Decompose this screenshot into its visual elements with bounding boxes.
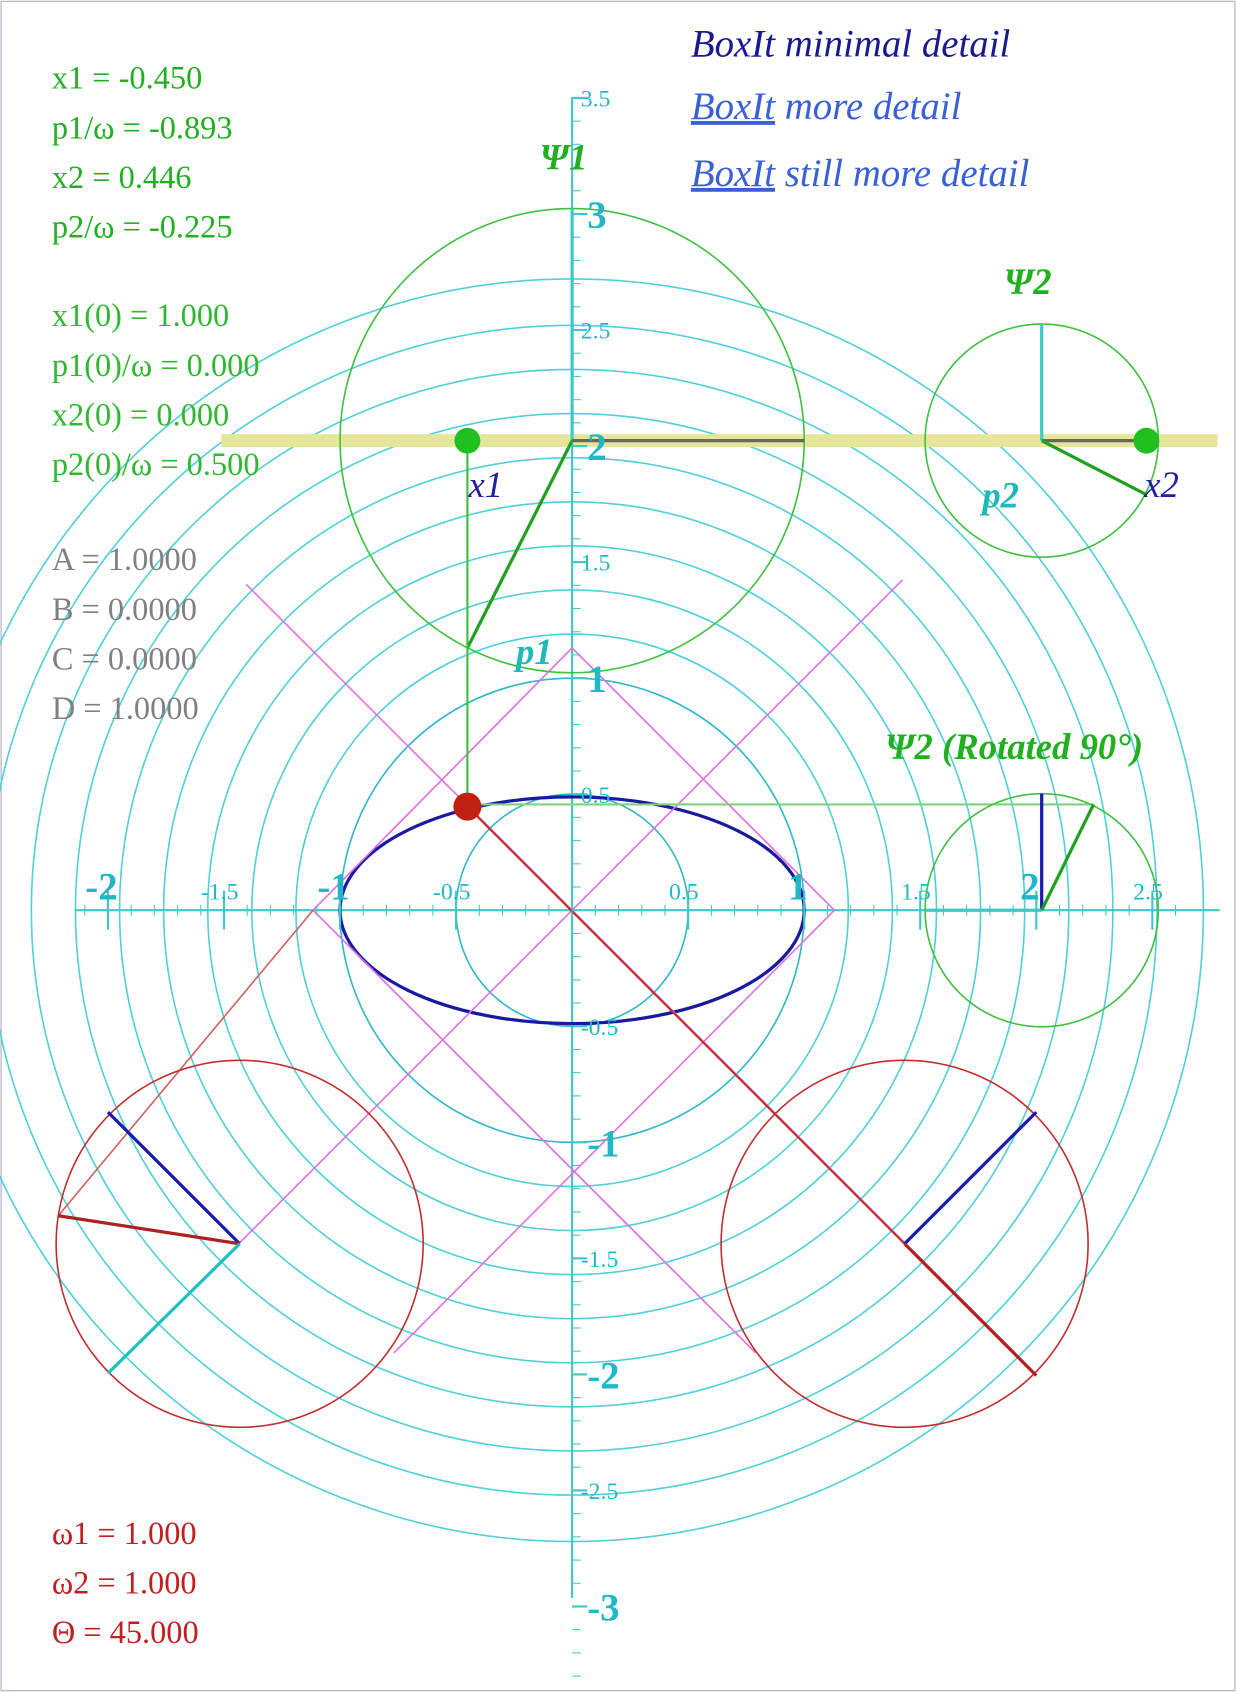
label: Ψ2 [1004, 261, 1052, 302]
vector [106, 1110, 241, 1245]
y-tick-label: 0.5 [581, 783, 611, 809]
vector [465, 439, 574, 649]
y-tick-label: 3.5 [581, 87, 611, 113]
readout: A = 1.0000 [52, 542, 197, 578]
readout: p2/ω = -0.225 [52, 210, 233, 246]
readout: x2(0) = 0.000 [52, 398, 229, 434]
label: p2 [979, 475, 1019, 516]
red-line [57, 909, 314, 1217]
label: Ψ2 (Rotated 90°) [885, 726, 1143, 767]
vector [58, 1214, 240, 1246]
dot [1133, 427, 1160, 454]
y-tick-label: -0.5 [581, 1015, 619, 1041]
ticks: -2 -1.5 -1 -0.5 0.5 1 1.5 2 2.5 3.5 3 2.5 2 1.5 1 0.5 -0… [84, 87, 1177, 1677]
y-tick-label: 3 [587, 194, 606, 237]
readout: x1 = -0.450 [52, 61, 202, 97]
dot [454, 427, 481, 454]
link[interactable]: BoxIt [691, 85, 776, 128]
link-text: still more detail [775, 152, 1029, 195]
x-tick-label: 0.5 [669, 879, 699, 905]
x-tick-label: -1.5 [201, 879, 239, 905]
readout: x2 = 0.446 [52, 160, 192, 196]
dot [453, 792, 482, 821]
y-tick-label: -1.5 [581, 1247, 619, 1273]
y-tick-label: 1 [587, 658, 606, 701]
readout: C = 0.0000 [52, 642, 197, 678]
x-tick-label: -1 [317, 865, 349, 908]
y-tick-label: -2.5 [581, 1479, 619, 1505]
x-tick-label: -2 [85, 865, 117, 908]
vector [1040, 439, 1148, 497]
link[interactable]: BoxIt [691, 152, 776, 195]
y-tick-label: 2 [587, 426, 606, 469]
label: x2 [1143, 464, 1179, 505]
readout: p1(0)/ω = 0.000 [52, 348, 260, 384]
x-tick-label: 1.5 [901, 879, 931, 905]
y-tick-label: 2.5 [581, 319, 611, 345]
readout: Θ = 45.000 [52, 1615, 199, 1651]
link-line: BoxIt still more detail [691, 152, 1030, 195]
readout: B = 0.0000 [52, 592, 197, 628]
label: Ψ1 [540, 137, 588, 178]
readout: p2(0)/ω = 0.500 [52, 447, 260, 483]
y-tick-label: -1 [587, 1122, 619, 1165]
y-tick-label: -3 [587, 1587, 619, 1630]
red-circle [720, 1059, 1089, 1429]
link-text: BoxIt minimal detail [691, 22, 1010, 65]
readout: p1/ω = -0.893 [52, 110, 233, 146]
x-tick-label: 2 [1020, 865, 1039, 908]
label: x1 [467, 464, 503, 505]
vector [1040, 803, 1095, 911]
label: p1 [513, 631, 553, 672]
x-tick-label: 2.5 [1133, 879, 1163, 905]
readout: D = 1.0000 [52, 691, 199, 727]
diagonals [131, 579, 1016, 1354]
readout: ω2 = 1.000 [52, 1566, 197, 1602]
x-tick-label: -0.5 [433, 879, 471, 905]
vector [106, 1242, 241, 1375]
link-text: more detail [775, 85, 961, 128]
red-circle [55, 1059, 424, 1429]
link-line: BoxIt more detail [691, 85, 962, 128]
x-tick-label: 1 [788, 865, 807, 908]
vector [903, 1242, 1038, 1377]
y-tick-label: 1.5 [581, 551, 611, 577]
y-tick-label: -2 [587, 1354, 619, 1397]
vector [903, 1110, 1038, 1245]
readout: ω1 = 1.000 [52, 1516, 197, 1552]
readout: x1(0) = 1.000 [52, 298, 229, 334]
geometry [55, 97, 1220, 1598]
